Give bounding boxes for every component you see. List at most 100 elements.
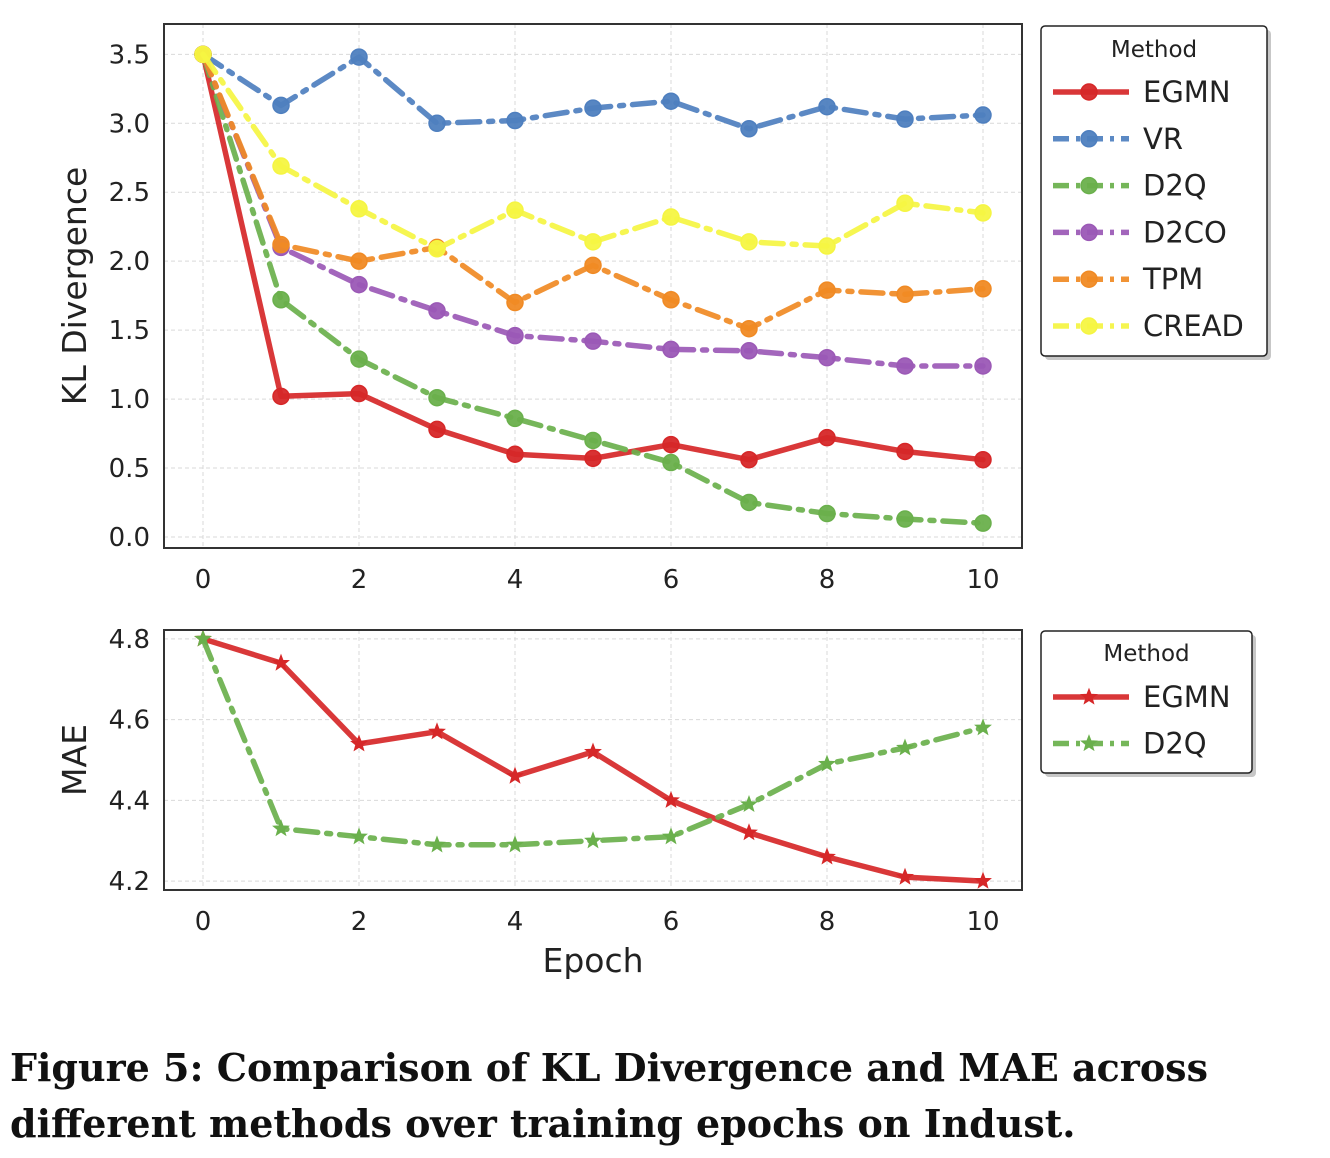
- data-point-egmn: [584, 742, 602, 760]
- data-point-d2q: [194, 629, 212, 647]
- data-point-d2q: [818, 754, 836, 772]
- data-point-egmn: [428, 420, 446, 439]
- data-point-d2q: [506, 409, 524, 428]
- y-tick-label: 4.4: [109, 786, 150, 816]
- legend-label-egmn: EGMN: [1143, 75, 1231, 109]
- legend-label-cread: CREAD: [1143, 309, 1244, 343]
- data-point-tpm: [584, 256, 602, 275]
- y-tick-label: 1.0: [109, 385, 150, 415]
- y-axis-label: KL Divergence: [55, 167, 94, 406]
- x-axis-label: Epoch: [542, 941, 643, 980]
- data-point-d2co: [428, 302, 446, 320]
- data-point-egmn: [662, 791, 680, 808]
- data-point-d2co: [818, 348, 836, 367]
- data-point-d2q: [818, 504, 836, 523]
- y-tick-label: 1.5: [109, 316, 150, 346]
- series-vr: [194, 45, 992, 138]
- data-point-cread: [584, 233, 602, 251]
- data-point-d2q: [584, 831, 602, 849]
- data-point-tpm: [818, 281, 836, 299]
- data-point-d2q: [740, 493, 758, 512]
- data-point-tpm: [896, 285, 914, 304]
- legend-marker-cread: [1080, 317, 1098, 335]
- data-point-egmn: [974, 871, 992, 889]
- legend-box: [1040, 630, 1253, 774]
- data-point-d2co: [506, 326, 524, 345]
- data-point-egmn: [974, 450, 992, 469]
- y-tick-label: 0.0: [109, 523, 150, 553]
- x-tick-label: 8: [819, 565, 836, 595]
- data-point-d2co: [584, 332, 602, 350]
- data-point-egmn: [662, 435, 680, 454]
- data-point-vr: [506, 111, 524, 130]
- plot-frame: [163, 629, 1023, 891]
- data-point-cread: [350, 200, 368, 218]
- data-point-tpm: [272, 235, 290, 254]
- data-point-d2q: [662, 453, 680, 472]
- data-point-cread: [506, 201, 524, 219]
- data-point-egmn: [740, 450, 758, 469]
- data-point-d2q: [428, 835, 446, 853]
- data-point-cread: [896, 194, 914, 213]
- data-point-vr: [974, 106, 992, 124]
- y-tick-label: 4.6: [109, 706, 150, 736]
- data-point-d2q: [350, 350, 368, 368]
- data-point-vr: [896, 110, 914, 128]
- plot-frame: [163, 23, 1023, 549]
- data-point-cread: [662, 208, 680, 226]
- legend-marker-d2q: [1080, 734, 1098, 752]
- y-tick-label: 3.5: [109, 40, 150, 70]
- data-point-d2q: [272, 291, 290, 309]
- legend-marker-tpm: [1080, 270, 1098, 288]
- data-point-cread: [428, 240, 446, 258]
- data-point-egmn: [506, 445, 524, 463]
- data-point-cread: [974, 204, 992, 222]
- y-tick-label: 4.2: [109, 867, 150, 897]
- data-point-egmn: [272, 387, 290, 406]
- legend-label-egmn: EGMN: [1143, 680, 1231, 714]
- legend-marker-egmn: [1080, 687, 1098, 705]
- data-point-d2co: [896, 357, 914, 375]
- data-point-egmn: [350, 734, 368, 752]
- y-tick-label: 2.0: [109, 247, 150, 277]
- x-tick-label: 4: [507, 907, 524, 937]
- data-point-cread: [818, 237, 836, 255]
- data-point-d2q: [974, 718, 992, 736]
- data-point-egmn: [740, 823, 758, 841]
- data-point-tpm: [740, 319, 758, 338]
- data-point-vr: [740, 120, 758, 138]
- x-tick-label: 10: [966, 565, 999, 595]
- data-point-egmn: [818, 847, 836, 865]
- data-point-vr: [584, 99, 602, 117]
- data-point-cread: [272, 157, 290, 175]
- y-tick-label: 0.5: [109, 454, 150, 484]
- data-point-egmn: [896, 442, 914, 461]
- data-point-egmn: [818, 428, 836, 447]
- data-point-tpm: [350, 252, 368, 270]
- data-point-egmn: [350, 384, 368, 403]
- y-tick-label: 3.0: [109, 109, 150, 139]
- data-point-d2q: [662, 827, 680, 845]
- chart-panel-2: 0 2 4 6 8 10 4.2 4.4 4.6 4.8 MAE Epoch Method EGMN D2Q: [55, 625, 1256, 980]
- legend-marker-vr: [1080, 130, 1098, 148]
- data-point-vr: [272, 96, 290, 115]
- legend-label-vr: VR: [1143, 122, 1183, 156]
- data-point-egmn: [896, 867, 914, 885]
- x-tick-label: 6: [663, 907, 680, 937]
- data-point-d2co: [662, 340, 680, 359]
- data-point-d2q: [974, 514, 992, 532]
- data-point-d2co: [740, 342, 758, 360]
- data-point-vr: [818, 97, 836, 116]
- series-d2q: [194, 629, 992, 853]
- data-point-d2q: [350, 827, 368, 845]
- series-egmn: [194, 45, 992, 469]
- legend-marker-d2co: [1080, 223, 1098, 242]
- chart-panel-1: 0 2 4 6 8 10 0.0 0.5 1.0 1.5 2.0 2.5 3.0 3.5 KL Diverg…: [55, 23, 1271, 595]
- data-point-d2q: [428, 388, 446, 407]
- legend-label-d2co: D2CO: [1143, 215, 1227, 249]
- data-point-egmn: [272, 653, 290, 671]
- data-point-cread: [740, 233, 758, 251]
- y-tick-label: 2.5: [109, 178, 150, 208]
- data-point-egmn: [584, 449, 602, 468]
- plot-area: [164, 630, 1022, 890]
